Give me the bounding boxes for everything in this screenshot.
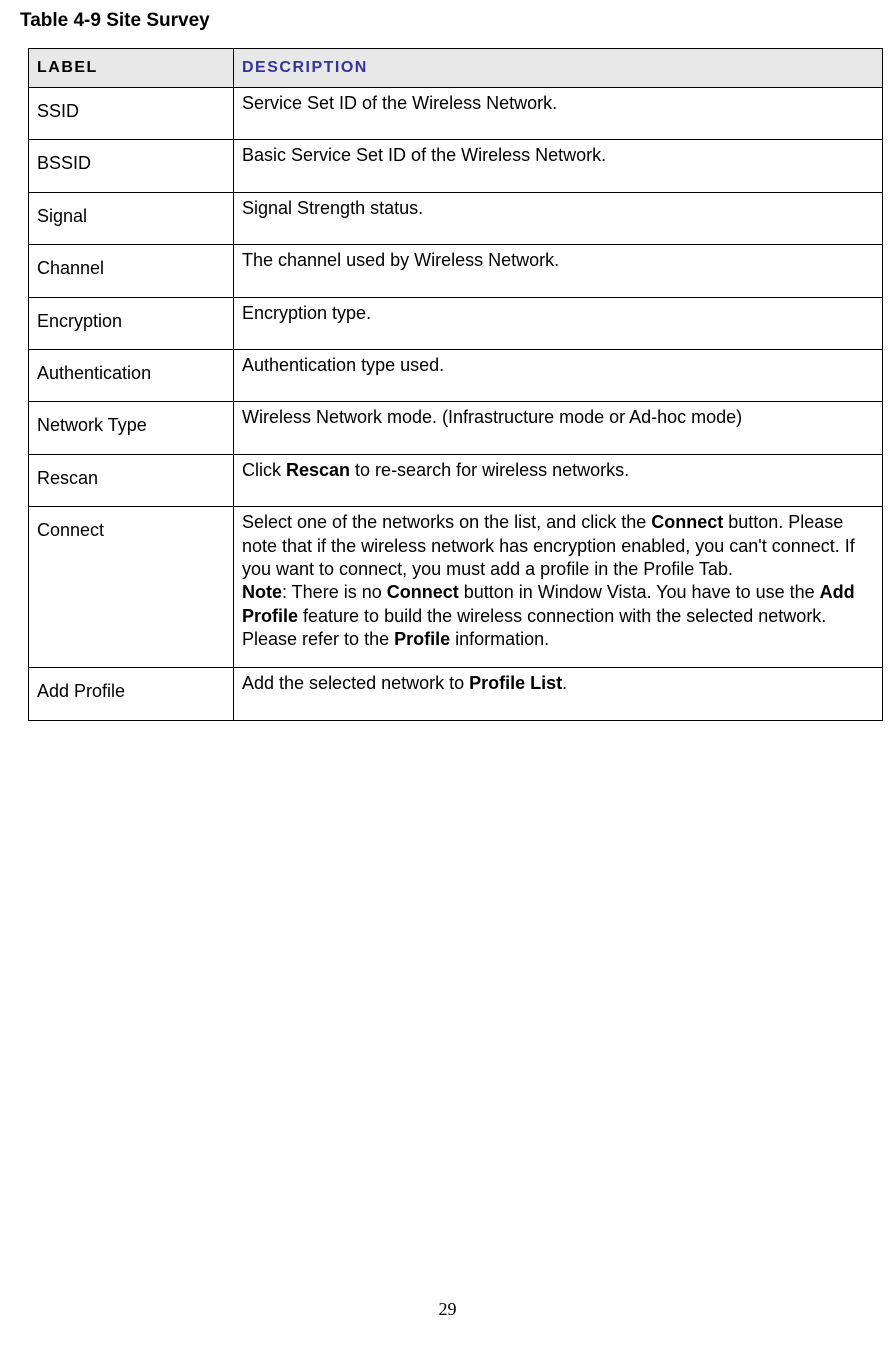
table-header-row: LABEL DESCRIPTION xyxy=(29,49,883,88)
row-label-network-type: Network Type xyxy=(29,402,234,454)
row-desc-connect: Select one of the networks on the list, … xyxy=(234,507,883,668)
row-desc-rescan: Click Rescan to re-search for wireless n… xyxy=(234,454,883,506)
row-desc-encryption: Encryption type. xyxy=(234,297,883,349)
table-row: Authentication Authentication type used. xyxy=(29,349,883,401)
table-row: Network Type Wireless Network mode. (Inf… xyxy=(29,402,883,454)
table-row: SSID Service Set ID of the Wireless Netw… xyxy=(29,88,883,140)
bold-text: Connect xyxy=(651,512,723,532)
bold-text: Profile xyxy=(394,629,450,649)
table-row: BSSID Basic Service Set ID of the Wirele… xyxy=(29,140,883,192)
text: button in Window Vista. You have to use … xyxy=(459,582,820,602)
row-desc-bssid: Basic Service Set ID of the Wireless Net… xyxy=(234,140,883,192)
row-desc-add-profile: Add the selected network to Profile List… xyxy=(234,668,883,720)
bold-text: Connect xyxy=(387,582,459,602)
text: Click xyxy=(242,460,286,480)
row-label-authentication: Authentication xyxy=(29,349,234,401)
table-row: Channel The channel used by Wireless Net… xyxy=(29,245,883,297)
table-row: Signal Signal Strength status. xyxy=(29,192,883,244)
text: information. xyxy=(450,629,549,649)
row-desc-channel: The channel used by Wireless Network. xyxy=(234,245,883,297)
row-label-channel: Channel xyxy=(29,245,234,297)
row-desc-authentication: Authentication type used. xyxy=(234,349,883,401)
table-row: Encryption Encryption type. xyxy=(29,297,883,349)
row-desc-network-type: Wireless Network mode. (Infrastructure m… xyxy=(234,402,883,454)
bold-text: Profile List xyxy=(469,673,562,693)
text: Select one of the networks on the list, … xyxy=(242,512,651,532)
row-label-signal: Signal xyxy=(29,192,234,244)
table-row: Rescan Click Rescan to re-search for wir… xyxy=(29,454,883,506)
table-row: Add Profile Add the selected network to … xyxy=(29,668,883,720)
row-desc-ssid: Service Set ID of the Wireless Network. xyxy=(234,88,883,140)
table-title: Table 4-9 Site Survey xyxy=(20,10,875,32)
bold-text: Note xyxy=(242,582,282,602)
row-label-ssid: SSID xyxy=(29,88,234,140)
row-label-bssid: BSSID xyxy=(29,140,234,192)
page-number: 29 xyxy=(0,1299,895,1320)
row-label-rescan: Rescan xyxy=(29,454,234,506)
bold-text: Rescan xyxy=(286,460,350,480)
text: : There is no xyxy=(282,582,387,602)
text: . xyxy=(562,673,567,693)
header-description: DESCRIPTION xyxy=(234,49,883,88)
site-survey-table: LABEL DESCRIPTION SSID Service Set ID of… xyxy=(28,48,883,721)
row-label-encryption: Encryption xyxy=(29,297,234,349)
text: Add the selected network to xyxy=(242,673,469,693)
row-label-add-profile: Add Profile xyxy=(29,668,234,720)
row-desc-signal: Signal Strength status. xyxy=(234,192,883,244)
row-label-connect: Connect xyxy=(29,507,234,668)
header-label: LABEL xyxy=(29,49,234,88)
table-row: Connect Select one of the networks on th… xyxy=(29,507,883,668)
text: to re-search for wireless networks. xyxy=(350,460,629,480)
